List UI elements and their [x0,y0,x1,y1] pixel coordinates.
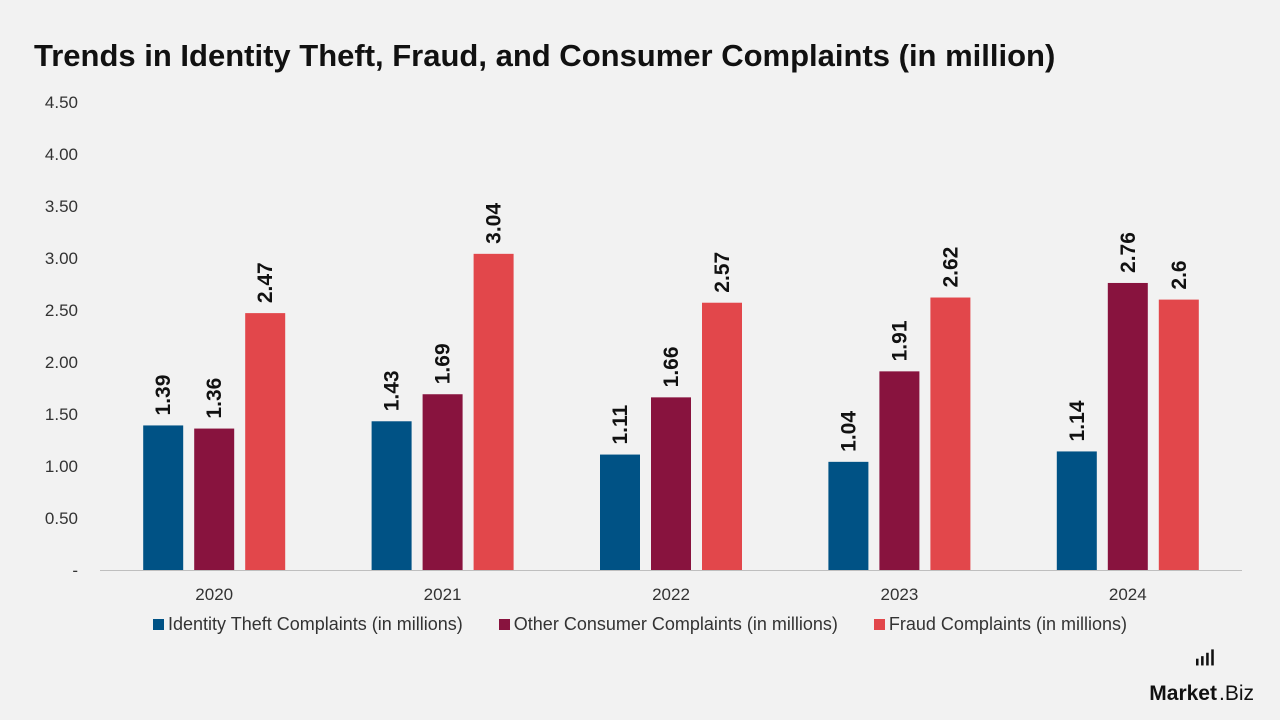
bar-2020-series-0 [143,425,184,570]
y-tick-label: 1.00 [45,457,78,476]
brand-name-rest: .Biz [1218,682,1254,705]
chart-title: Trends in Identity Theft, Fraud, and Con… [34,38,1056,73]
bar-2024-series-1 [1107,282,1148,570]
brand-name-bold: Market [1149,682,1217,705]
y-tick-label: 2.50 [45,301,78,320]
data-label: 1.39 [152,375,175,416]
y-tick-label: 0.50 [45,509,78,528]
legend-item-identity: Identity Theft Complaints (in millions) [153,614,463,635]
y-tick-label: - [72,561,78,580]
brand-logo: Market .Biz [1149,649,1254,706]
legend-swatch-fraud [873,619,885,630]
data-label: 3.04 [483,203,506,244]
bar-2022-series-0 [600,454,640,570]
data-label: 2.76 [1117,232,1140,273]
bar-2022-series-1 [651,397,691,570]
x-tick-label: 2024 [1109,585,1147,604]
data-label: 1.04 [837,411,860,452]
x-tick-label: 2022 [652,585,690,604]
y-tick-label: 3.00 [45,249,78,268]
legend-item-fraud: Fraud Complaints (in millions) [873,614,1127,635]
x-tick-label: 2020 [195,585,233,604]
bars-logo-icon [1196,649,1214,666]
bar-2021-series-1 [422,394,463,570]
bar-2020-series-2 [245,313,286,570]
data-label: 2.6 [1168,260,1191,289]
data-label: 1.43 [381,370,404,411]
data-label: 1.11 [609,405,632,445]
data-label: 2.62 [939,247,962,288]
legend-label-fraud: Fraud Complaints (in millions) [888,614,1127,634]
legend-label-other: Other Consumer Complaints (in millions) [513,614,838,634]
bar-2021-series-2 [473,253,514,570]
data-label: 1.36 [203,378,226,419]
data-label: 1.91 [888,320,911,361]
x-tick-label: 2023 [880,585,918,604]
bar-chart: - 0.50 1.00 1.50 2.00 2.50 3.00 3.50 4.00 4.50 1.3… [45,93,1242,604]
bar-2020-series-1 [194,428,235,570]
y-tick-label: 4.00 [45,145,78,164]
legend-swatch-identity [153,619,165,630]
legend-item-other: Other Consumer Complaints (in millions) [498,614,838,635]
x-tick-label: 2021 [424,585,462,604]
bar-2023-series-1 [879,371,920,570]
bar-2024-series-2 [1158,299,1199,570]
data-label: 1.69 [432,343,455,384]
bar-2022-series-2 [702,302,742,570]
legend-label-identity: Identity Theft Complaints (in millions) [168,614,463,634]
legend-swatch-other [498,619,510,630]
data-label: 1.66 [660,346,683,387]
data-label: 2.47 [254,262,277,303]
y-tick-label: 3.50 [45,197,78,216]
legend: Identity Theft Complaints (in millions) … [0,614,1280,635]
y-tick-label: 1.50 [45,405,78,424]
data-label: 1.14 [1066,400,1089,441]
bar-2023-series-2 [930,297,971,570]
bar-2024-series-0 [1056,451,1097,570]
data-label: 2.57 [711,252,734,293]
y-tick-label: 2.00 [45,353,78,372]
bar-2021-series-0 [371,421,412,570]
y-tick-label: 4.50 [45,93,78,112]
bar-2023-series-0 [828,461,869,570]
